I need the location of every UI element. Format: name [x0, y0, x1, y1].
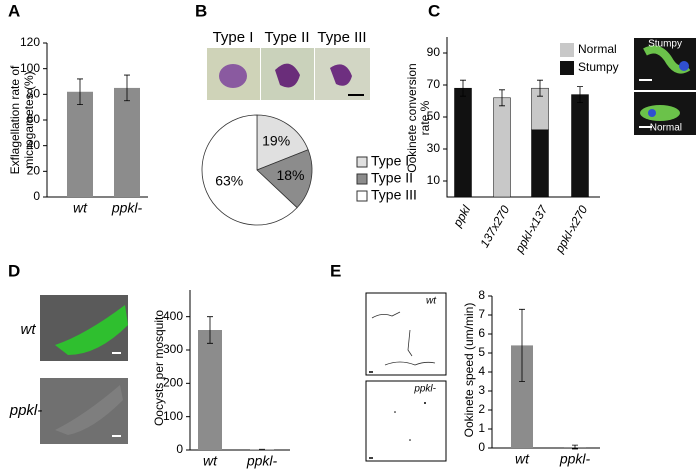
legend-swatch [560, 43, 574, 57]
panel-letter: E [330, 261, 341, 280]
y-tick-label: 6 [478, 326, 485, 340]
bar-segment [531, 129, 549, 198]
legend-swatch [560, 61, 574, 75]
micrographs-c [634, 38, 696, 135]
y-tick-label: 10 [427, 173, 441, 187]
error-bar [77, 78, 83, 105]
x-tick-label: ppkl [450, 203, 474, 230]
image-label: ppkl- [9, 402, 43, 419]
y-tick-label: 60 [27, 112, 41, 126]
y-tick-label: 1 [478, 421, 485, 435]
y-tick-label: 100 [163, 409, 183, 423]
y-tick-label: 7 [478, 307, 485, 321]
y-tick-label: 4 [478, 364, 485, 378]
y-tick-label: 5 [478, 345, 485, 359]
y-tick-label: 70 [427, 77, 441, 91]
y-axis-label: microgametes (%) [22, 71, 36, 168]
bar-segment [493, 97, 511, 198]
y-tick-label: 90 [427, 45, 441, 59]
y-tick-label: 100 [20, 61, 40, 75]
y-tick-label: 8 [478, 288, 485, 302]
x-tick-label: ppkl- [559, 451, 591, 467]
error-bar [207, 316, 213, 344]
panel-letter: C [428, 1, 440, 20]
slice-label: 19% [262, 132, 290, 148]
slice-label: 63% [215, 173, 243, 189]
x-tick-label: ppkl-x137 [512, 202, 551, 256]
panel-letter: B [195, 1, 207, 20]
panel-letter: A [8, 1, 20, 20]
error-bar [572, 444, 578, 450]
bar [114, 87, 140, 197]
x-tick-label: ppkl-x270 [552, 203, 591, 256]
y-tick-label: 0 [478, 440, 485, 454]
y-axis-label: rate % [418, 100, 432, 135]
legend-label: Type I [371, 153, 409, 169]
x-tick-label: wt [73, 200, 88, 216]
image-label: Type III [317, 29, 366, 46]
y-tick-label: 80 [27, 87, 41, 101]
error-bar [124, 74, 130, 102]
error-bar [460, 79, 466, 97]
legend-label: Stumpy [578, 60, 619, 74]
x-tick-label: wt [203, 453, 218, 469]
y-tick-label: 3 [478, 383, 485, 397]
y-axis-label: Oocysts per mosquito [152, 310, 166, 426]
image-label: Stumpy [648, 39, 682, 50]
error-bar [499, 89, 505, 107]
legend-label: Type II [371, 170, 413, 186]
y-tick-label: 0 [33, 189, 40, 203]
slice-label: 18% [276, 167, 304, 183]
legend-label: Normal [578, 42, 617, 56]
y-tick-label: 300 [163, 342, 183, 356]
y-axis-label: Exflagellation rate of [8, 65, 22, 174]
x-tick-label: 137x270 [477, 203, 512, 250]
pie-slice [256, 149, 313, 209]
bar-segment [454, 87, 472, 198]
y-axis-label: Ookinete conversion [405, 63, 419, 172]
y-tick-label: 20 [27, 164, 41, 178]
image-label: ppkl- [413, 384, 436, 395]
legend-swatch [356, 190, 368, 202]
pie-slice [201, 114, 298, 226]
legend-swatch [356, 156, 368, 168]
y-axis-label: Ookinete speed (um/min) [462, 303, 476, 438]
bar [67, 91, 93, 197]
micrographs-d [40, 295, 128, 444]
image-label: Type II [264, 29, 309, 46]
pie-slice [256, 114, 309, 171]
image-label: Normal [650, 123, 682, 134]
x-tick-label: wt [515, 451, 530, 467]
panel-letter: D [8, 261, 20, 280]
image-label: Type I [213, 29, 254, 46]
y-tick-label: 120 [20, 35, 40, 49]
axis [446, 37, 600, 198]
y-tick-label: 2 [478, 402, 485, 416]
legend-label: Type III [371, 187, 417, 203]
y-tick-label: 40 [27, 138, 41, 152]
tracks-e [365, 292, 447, 462]
y-tick-label: 50 [427, 109, 441, 123]
error-bar [537, 79, 543, 97]
micrographs-b [207, 48, 370, 100]
y-tick-label: 30 [427, 141, 441, 155]
image-label: wt [426, 296, 437, 307]
x-tick-label: ppkl- [111, 200, 143, 216]
y-tick-label: 0 [176, 442, 183, 456]
legend-swatch [356, 173, 368, 185]
bar-segment [571, 94, 589, 198]
y-tick-label: 200 [163, 376, 183, 390]
error-bar [519, 308, 525, 382]
error-bar [577, 86, 583, 103]
x-tick-label: ppkl- [246, 453, 278, 469]
axis [491, 296, 600, 449]
bar [198, 330, 222, 450]
bar [511, 345, 533, 448]
image-label: wt [21, 321, 37, 338]
y-tick-label: 400 [163, 309, 183, 323]
